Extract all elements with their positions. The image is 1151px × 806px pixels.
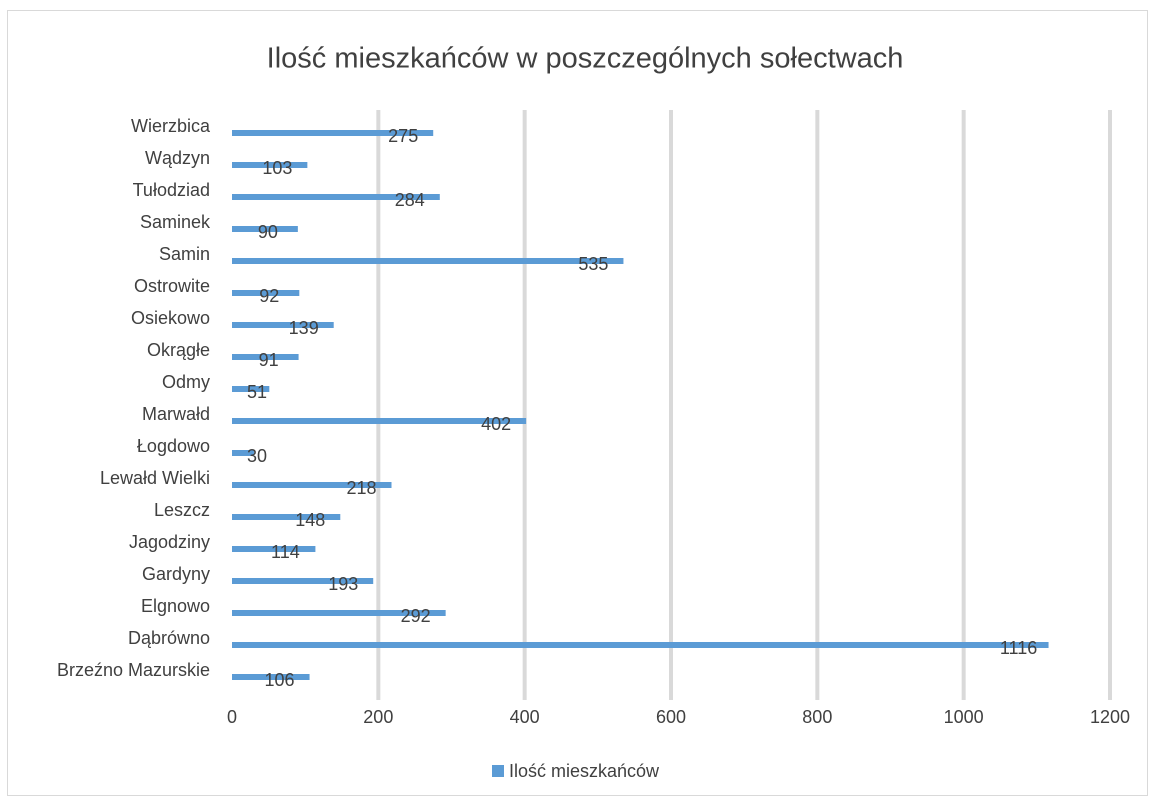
y-tick-label: Marwałd [142, 404, 210, 424]
data-label: 51 [247, 382, 267, 402]
x-tick-label: 400 [510, 707, 540, 727]
bar [232, 610, 446, 616]
data-label: 402 [481, 414, 511, 434]
x-tick-label: 1000 [944, 707, 984, 727]
data-label: 284 [395, 190, 425, 210]
data-label: 91 [259, 350, 279, 370]
x-tick-label: 200 [363, 707, 393, 727]
bar [232, 674, 310, 680]
bar [232, 642, 1049, 648]
x-tick-label: 600 [656, 707, 686, 727]
chart-title: Ilość mieszkańców w poszczególnych sołec… [267, 43, 904, 75]
x-tick-label: 800 [802, 707, 832, 727]
bar [232, 290, 300, 296]
y-tick-label: Odmy [162, 372, 210, 392]
data-label: 292 [401, 606, 431, 626]
y-tick-label: Okrągłe [147, 340, 210, 360]
y-tick-label: Łogdowo [137, 436, 210, 456]
legend-label: Ilość mieszkańców [509, 761, 660, 781]
y-tick-label: Wierzbica [131, 116, 211, 136]
bar [232, 130, 434, 136]
data-label: 218 [346, 478, 376, 498]
bar [232, 162, 308, 168]
data-label: 193 [328, 574, 358, 594]
data-label: 148 [295, 510, 325, 530]
data-label: 90 [258, 222, 278, 242]
chart-border [7, 10, 1148, 796]
data-label: 139 [289, 318, 319, 338]
bar [232, 514, 341, 520]
bar [232, 354, 299, 360]
bar [232, 258, 624, 264]
bar [232, 194, 440, 200]
y-tick-label: Osiekowo [131, 308, 210, 328]
y-tick-label: Gardyny [142, 564, 210, 584]
data-label: 106 [265, 670, 295, 690]
data-label: 114 [271, 542, 300, 562]
bar [232, 386, 270, 392]
data-label: 92 [259, 286, 279, 306]
y-tick-label: Jagodziny [129, 532, 210, 552]
y-tick-label: Dąbrówno [128, 628, 210, 648]
x-tick-label: 0 [227, 707, 237, 727]
x-tick-label: 1200 [1090, 707, 1130, 727]
y-tick-label: Lewałd Wielki [100, 468, 210, 488]
y-tick-label: Leszcz [154, 500, 210, 520]
bar [232, 450, 254, 456]
legend-swatch [492, 765, 504, 777]
bar [232, 418, 527, 424]
data-label: 535 [578, 254, 608, 274]
bar [232, 322, 334, 328]
bar [232, 546, 316, 552]
bar [232, 482, 392, 488]
data-label: 275 [388, 126, 418, 146]
y-tick-label: Elgnowo [141, 596, 210, 616]
y-tick-label: Tułodziad [133, 180, 210, 200]
data-label: 1116 [1000, 638, 1037, 658]
data-label: 103 [262, 158, 292, 178]
y-tick-label: Ostrowite [134, 276, 210, 296]
y-tick-label: Samin [159, 244, 210, 264]
y-tick-label: Saminek [140, 212, 211, 232]
y-tick-label: Wądzyn [145, 148, 210, 168]
bar [232, 578, 374, 584]
data-label: 30 [247, 446, 267, 466]
bar [232, 226, 298, 232]
y-tick-label: Brzeźno Mazurskie [57, 660, 210, 680]
